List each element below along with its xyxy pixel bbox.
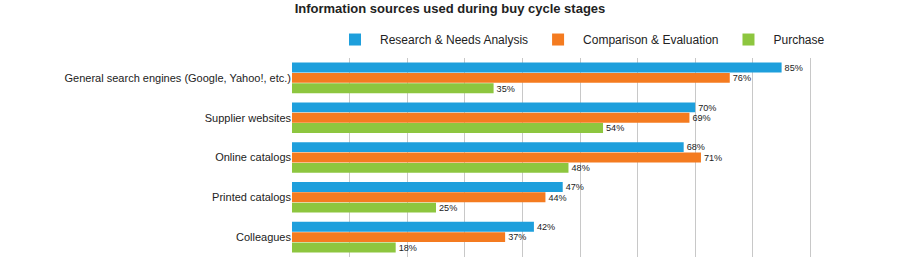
- svg-text:35%: 35%: [497, 84, 515, 94]
- svg-text:37%: 37%: [508, 232, 526, 242]
- svg-text:47%: 47%: [566, 182, 584, 192]
- svg-text:68%: 68%: [687, 142, 705, 152]
- svg-text:Information sources used durin: Information sources used during buy cycl…: [295, 1, 606, 16]
- svg-text:42%: 42%: [537, 222, 555, 232]
- svg-text:Comparison & Evaluation: Comparison & Evaluation: [583, 33, 718, 47]
- svg-text:71%: 71%: [704, 153, 722, 163]
- svg-text:18%: 18%: [399, 243, 417, 253]
- svg-text:44%: 44%: [548, 193, 566, 203]
- svg-text:Supplier websites: Supplier websites: [205, 112, 292, 124]
- svg-text:25%: 25%: [439, 203, 457, 213]
- svg-text:76%: 76%: [733, 73, 751, 83]
- svg-text:Colleagues: Colleagues: [236, 231, 292, 243]
- svg-text:54%: 54%: [606, 123, 624, 133]
- svg-text:Purchase: Purchase: [773, 33, 824, 47]
- svg-text:Online catalogs: Online catalogs: [215, 151, 291, 163]
- svg-text:Research & Needs Analysis: Research & Needs Analysis: [380, 33, 528, 47]
- svg-text:70%: 70%: [698, 103, 716, 113]
- svg-text:General search engines (Google: General search engines (Google, Yahoo!, …: [65, 72, 291, 84]
- svg-text:85%: 85%: [785, 63, 803, 73]
- svg-text:48%: 48%: [571, 163, 589, 173]
- svg-text:69%: 69%: [692, 113, 710, 123]
- svg-text:Printed catalogs: Printed catalogs: [212, 191, 291, 203]
